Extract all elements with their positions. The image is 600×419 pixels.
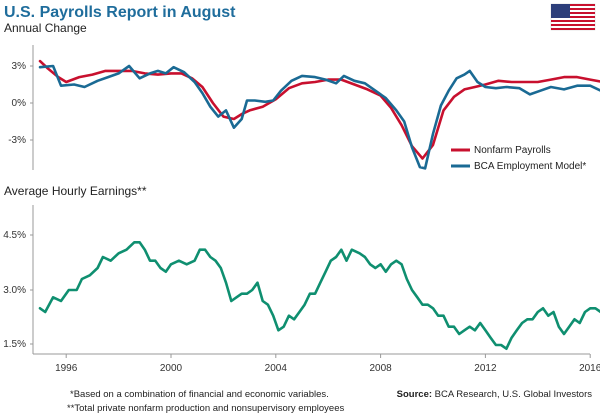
bottom-chart-subtitle: Average Hourly Earnings** [4,184,147,198]
bottom-y-tick: 1.5% [3,339,26,350]
legend: Nonfarm Payrolls BCA Employment Model* [451,145,586,172]
footnote-1: *Based on a combination of financial and… [70,389,329,400]
bottom-chart-series [38,241,600,350]
bottom-chart-axes: 4.5% 3.0% 1.5% [3,205,590,355]
top-y-tick: -3% [8,135,26,146]
legend-label-bca: BCA Employment Model* [474,161,586,172]
footnote-2: **Total private nonfarm production and n… [67,403,344,414]
series-line-top-0 [38,59,600,160]
top-y-tick: 3% [12,61,27,72]
x-tick-label: 2012 [474,363,497,374]
x-tick-label: 2004 [265,363,288,374]
x-tick-label: 2016 [579,363,600,374]
top-chart-series [38,59,600,170]
bottom-y-tick: 4.5% [3,230,26,241]
series-line-top-1 [38,64,600,170]
legend-label-nonfarm: Nonfarm Payrolls [474,145,551,156]
source-label: Source: [397,389,432,400]
x-tick-label: 1996 [55,363,78,374]
top-chart-subtitle: Annual Change [4,21,87,35]
source-text: BCA Research, U.S. Global Investors [432,389,592,400]
top-y-tick: 0% [12,98,27,109]
source-credit: Source: BCA Research, U.S. Global Invest… [397,389,593,400]
us-flag-icon [550,3,596,31]
bottom-y-tick: 3.0% [3,285,26,296]
x-axis-ticks: 1996 2000 2004 2008 2012 2016 [55,354,600,374]
x-tick-label: 2000 [160,363,183,374]
x-tick-label: 2008 [369,363,392,374]
top-chart-axes: 3% 0% -3% [8,45,34,170]
chart-title: U.S. Payrolls Report in August [4,4,236,21]
series-line-bottom-0 [38,241,600,350]
